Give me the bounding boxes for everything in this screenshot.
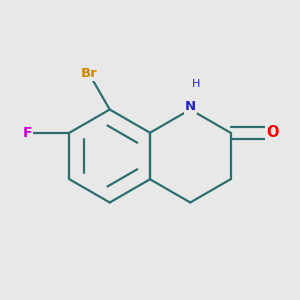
Text: H: H (192, 79, 200, 89)
Text: F: F (23, 126, 32, 140)
Text: O: O (266, 125, 279, 140)
Text: Br: Br (80, 67, 97, 80)
Text: N: N (185, 100, 196, 113)
